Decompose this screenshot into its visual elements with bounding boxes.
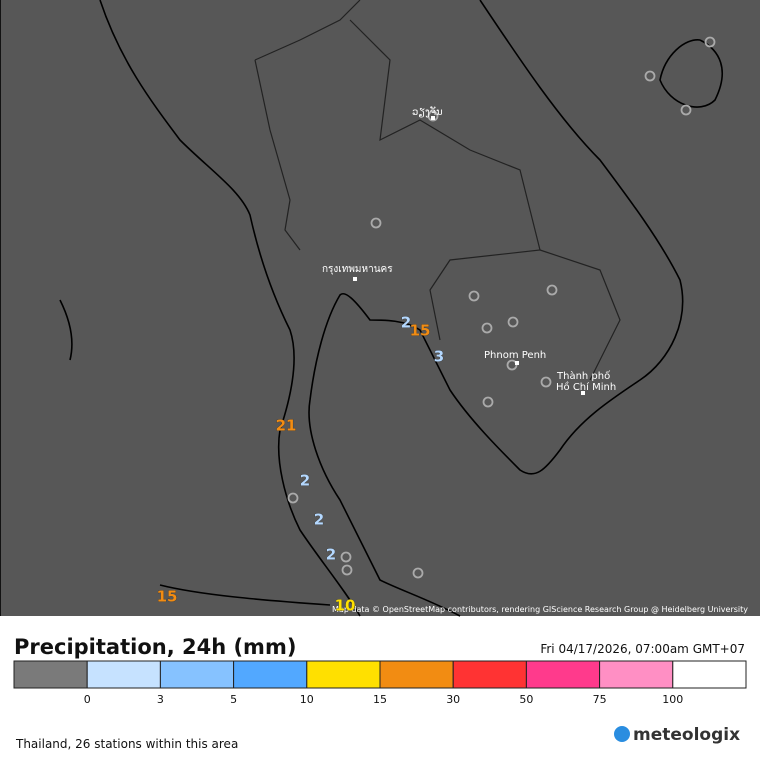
legend-label: 10 <box>300 693 314 706</box>
legend-swatch <box>233 660 308 689</box>
station-value: 15 <box>410 322 431 340</box>
brand: meteologix <box>633 725 740 745</box>
place-marker <box>581 391 585 395</box>
station-value: 10 <box>335 597 356 615</box>
place-label: Phnom Penh <box>484 350 546 361</box>
timestamp: Fri 04/17/2026, 07:00am GMT+07 <box>540 642 745 656</box>
station-empty <box>482 396 494 408</box>
legend-label: 75 <box>593 693 607 706</box>
legend-swatch <box>525 660 601 689</box>
place-label: กรุงเทพมหานคร <box>322 264 393 275</box>
station-value: 21 <box>276 417 297 435</box>
place-label: Hồ Chí Minh <box>556 381 616 393</box>
legend-swatch <box>306 660 381 689</box>
place-marker <box>515 361 519 365</box>
station-empty <box>481 322 493 334</box>
station-empty <box>507 316 519 328</box>
station-empty <box>704 36 716 48</box>
place-marker <box>431 116 435 120</box>
legend-label: 50 <box>519 693 533 706</box>
legend-label: 15 <box>373 693 387 706</box>
legend-swatch <box>13 660 88 689</box>
color-legend: 0 3 5 10 15 30 50 75 100 <box>13 660 747 706</box>
station-empty <box>540 376 552 388</box>
legend-swatch <box>159 660 235 689</box>
borders <box>254 0 621 381</box>
station-empty <box>644 70 656 82</box>
station-value: 15 <box>157 588 178 606</box>
legend-swatch <box>599 660 674 689</box>
station-value: 2 <box>314 511 324 529</box>
coastlines <box>0 0 724 617</box>
attribution: Map data © OpenStreetMap contributors, r… <box>332 605 748 614</box>
station-empty <box>680 104 692 116</box>
legend-swatch <box>86 660 161 689</box>
station-empty <box>546 284 558 296</box>
station-empty <box>412 567 424 579</box>
place-marker <box>353 277 357 281</box>
station-value: 2 <box>326 546 336 564</box>
station-empty <box>427 110 439 122</box>
legend-swatch <box>452 660 527 689</box>
station-empty <box>370 217 382 229</box>
station-value: 3 <box>434 348 444 366</box>
legend-swatch <box>379 660 454 689</box>
station-empty <box>468 290 480 302</box>
footer-note: Thailand, 26 stations within this area <box>15 737 238 751</box>
legend-label: 5 <box>230 693 237 706</box>
station-empty <box>287 492 299 504</box>
station-value: 2 <box>300 472 310 490</box>
legend-swatch <box>672 660 747 689</box>
title: Precipitation, 24h (mm) <box>14 635 296 659</box>
place-label: Thành phố <box>556 370 610 382</box>
logo-icon <box>614 726 630 742</box>
station-empty <box>340 551 352 563</box>
map-background <box>0 0 760 616</box>
place-label: ວຽງຈັນ <box>412 105 443 118</box>
station-value: 2 <box>401 314 411 332</box>
legend-label: 30 <box>446 693 460 706</box>
station-empty <box>341 564 353 576</box>
legend-label: 0 <box>84 693 91 706</box>
legend-label: 3 <box>157 693 164 706</box>
legend-label: 100 <box>662 693 683 706</box>
